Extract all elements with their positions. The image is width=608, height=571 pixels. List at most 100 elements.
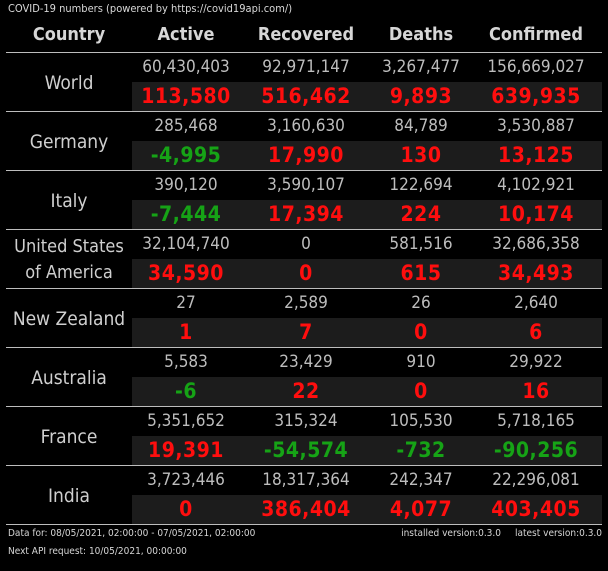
total-deaths: 3,267,477 [382,57,460,77]
delta-recovered: 516,462 [261,84,351,108]
deltas-row: -7,444 17,394 224 10,174 [132,200,602,229]
country-row-new-zealand: New Zealand 27 2,589 26 2,640 1 7 0 6 [6,289,602,348]
delta-confirmed: 10,174 [498,202,574,226]
header-country: Country [32,24,106,45]
country-row-germany: Germany 285,468 3,160,630 84,789 3,530,8… [6,112,602,171]
totals-row: 5,583 23,429 910 29,922 [132,348,602,377]
delta-deaths: 0 [414,320,428,344]
country-name: France [40,426,98,448]
deltas-row: 19,391 -54,574 -732 -90,256 [132,436,602,465]
country-name: United States of America [14,236,124,283]
country-name: Germany [29,131,109,153]
delta-active: -4,995 [150,143,222,167]
total-confirmed: 156,669,027 [487,57,585,77]
total-active: 3,723,446 [147,470,225,490]
country-row-india: India 3,723,446 18,317,364 242,347 22,29… [6,466,602,525]
delta-deaths: 224 [400,202,442,226]
table-header: Country Active Recovered Deaths Confirme… [6,18,602,53]
delta-deaths: 615 [400,261,442,285]
version-info: installed version:0.3.0 latest version:0.… [401,528,602,539]
delta-confirmed: 6 [529,320,543,344]
total-recovered: 0 [301,234,311,254]
header-active: Active [157,24,215,45]
total-deaths: 26 [411,293,431,313]
delta-deaths: 0 [414,379,428,403]
totals-row: 390,120 3,590,107 122,694 4,102,921 [132,171,602,200]
delta-active: -6 [175,379,197,403]
delta-confirmed: 16 [522,379,550,403]
total-recovered: 2,589 [284,293,328,313]
country-stats: 5,583 23,429 910 29,922 -6 22 0 16 [132,348,602,406]
deltas-row: 34,590 0 615 34,493 [132,259,602,288]
deltas-row: 1 7 0 6 [132,318,602,347]
total-active: 5,351,652 [147,411,225,431]
country-row-italy: Italy 390,120 3,590,107 122,694 4,102,92… [6,171,602,230]
delta-active: 19,391 [148,438,224,462]
delta-recovered: 22 [292,379,320,403]
total-confirmed: 3,530,887 [497,116,575,136]
covid-stats-table: Country Active Recovered Deaths Confirme… [6,18,602,525]
delta-active: 113,580 [141,84,231,108]
country-name: Australia [31,367,107,389]
country-name: New Zealand [12,308,126,330]
country-row-france: France 5,351,652 315,324 105,530 5,718,1… [6,407,602,466]
delta-active: 1 [179,320,193,344]
delta-confirmed: -90,256 [493,438,579,462]
latest-version-text: latest version:0.3.0 [514,528,602,539]
deltas-row: 0 386,404 4,077 403,405 [132,495,602,524]
deltas-row: 113,580 516,462 9,893 639,935 [132,82,602,111]
delta-deaths: 9,893 [389,84,453,108]
totals-row: 32,104,740 0 581,516 32,686,358 [132,230,602,259]
deltas-row: -4,995 17,990 130 13,125 [132,141,602,170]
country-stats: 60,430,403 92,971,147 3,267,477 156,669,… [132,53,602,111]
delta-recovered: 17,394 [268,202,344,226]
delta-confirmed: 639,935 [491,84,581,108]
total-deaths: 105,530 [389,411,453,431]
country-stats: 3,723,446 18,317,364 242,347 22,296,081 … [132,466,602,524]
total-active: 5,583 [164,352,208,372]
total-active: 390,120 [154,175,218,195]
total-active: 27 [176,293,196,313]
country-stats: 32,104,740 0 581,516 32,686,358 34,590 0… [132,230,602,288]
delta-recovered: 17,990 [268,143,344,167]
total-active: 60,430,403 [142,57,230,77]
delta-deaths: -732 [396,438,446,462]
country-stats: 27 2,589 26 2,640 1 7 0 6 [132,289,602,347]
total-confirmed: 5,718,165 [497,411,575,431]
total-recovered: 3,590,107 [267,175,345,195]
country-stats: 5,351,652 315,324 105,530 5,718,165 19,3… [132,407,602,465]
header-recovered: Recovered [257,24,355,45]
delta-recovered: -54,574 [263,438,349,462]
total-deaths: 84,789 [394,116,448,136]
next-api-request-text: Next API request: 10/05/2021, 00:00:00 [8,546,187,557]
total-confirmed: 32,686,358 [492,234,580,254]
total-deaths: 122,694 [389,175,453,195]
total-confirmed: 22,296,081 [492,470,580,490]
total-confirmed: 2,640 [514,293,558,313]
country-row-australia: Australia 5,583 23,429 910 29,922 -6 22 … [6,348,602,407]
installed-version-text: installed version:0.3.0 [401,528,501,539]
totals-row: 3,723,446 18,317,364 242,347 22,296,081 [132,466,602,495]
header-confirmed: Confirmed [489,24,583,45]
total-deaths: 910 [406,352,436,372]
total-active: 32,104,740 [142,234,230,254]
delta-active: -7,444 [150,202,222,226]
totals-row: 60,430,403 92,971,147 3,267,477 156,669,… [132,53,602,82]
widget-title: COVID-19 numbers (powered by https://cov… [8,2,293,15]
country-name: India [48,485,90,507]
total-recovered: 3,160,630 [267,116,345,136]
country-name: Italy [50,190,88,212]
total-deaths: 242,347 [389,470,453,490]
country-row-world: World 60,430,403 92,971,147 3,267,477 15… [6,53,602,112]
delta-recovered: 7 [299,320,313,344]
total-active: 285,468 [154,116,218,136]
total-recovered: 92,971,147 [262,57,350,77]
delta-deaths: 4,077 [389,497,453,521]
delta-active: 0 [179,497,193,521]
totals-row: 5,351,652 315,324 105,530 5,718,165 [132,407,602,436]
total-recovered: 18,317,364 [262,470,350,490]
country-stats: 285,468 3,160,630 84,789 3,530,887 -4,99… [132,112,602,170]
country-stats: 390,120 3,590,107 122,694 4,102,921 -7,4… [132,171,602,229]
delta-active: 34,590 [148,261,224,285]
deltas-row: -6 22 0 16 [132,377,602,406]
